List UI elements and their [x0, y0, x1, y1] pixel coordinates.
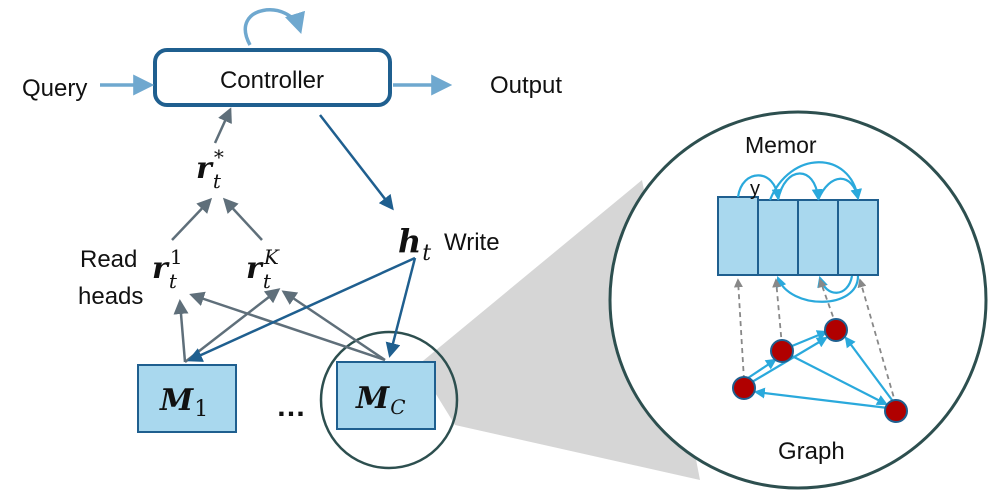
read-aggregate-vector: rt*	[196, 145, 224, 193]
memory-cell-3	[797, 199, 839, 276]
memory-c-highlight-circle	[319, 330, 459, 470]
read-heads-label-line1: Read	[80, 246, 137, 273]
zoom-memory-label-tail: y	[750, 178, 760, 200]
graph-edge-b-c	[791, 330, 829, 348]
dashed-link-3	[818, 278, 837, 326]
memory-arc-2	[776, 172, 823, 201]
read-vector-k: rtK	[246, 245, 280, 293]
read-heads-label-line2: heads	[78, 283, 143, 310]
memory-1-label: M1	[159, 383, 208, 422]
memory-box-1	[137, 364, 237, 433]
output-label: Output	[490, 72, 562, 99]
ht-to-mc-arrow	[385, 257, 417, 358]
m1-sub: 1	[194, 397, 208, 422]
dashed-link-1	[733, 278, 745, 381]
rk-sup: K	[263, 245, 280, 269]
controller-to-ht-arrow	[319, 114, 394, 211]
controller-label: Controller	[220, 67, 324, 94]
ht-sub: t	[422, 241, 431, 266]
mc-base: M	[355, 381, 390, 416]
r1-sub: t	[169, 269, 178, 293]
dashed-link-2	[772, 278, 783, 347]
graph-edge-a-b	[747, 358, 777, 379]
memory-arc-3	[768, 161, 862, 201]
dashed-link-4	[857, 278, 897, 406]
memory-box-c	[336, 361, 436, 430]
zoom-graph-label: Graph	[778, 438, 845, 465]
controller-box	[153, 48, 392, 107]
graph-node-c	[824, 318, 848, 342]
zoom-memory-label: Memor	[745, 132, 817, 158]
memory-arc-below-1	[775, 275, 860, 303]
memory-ellipsis: …	[276, 390, 306, 423]
m1-base: M	[159, 383, 194, 418]
graph-edge-d-a	[753, 387, 889, 410]
query-label: Query	[22, 75, 87, 102]
graph-node-b	[770, 339, 794, 363]
r1-sup: 1	[170, 245, 183, 269]
rk-sub: t	[263, 269, 272, 293]
r-star-sub: t	[213, 169, 222, 193]
r-star-base: r	[196, 151, 214, 186]
ht-to-m1-arrow	[187, 256, 416, 362]
rk-base: r	[246, 251, 264, 286]
m1-to-r1-arrow	[173, 299, 189, 363]
read-vector-1: rt1	[152, 245, 183, 293]
r1-to-rstar-arrow	[171, 197, 213, 241]
graph-edge-d-c	[844, 336, 893, 401]
memory-arc-1	[736, 174, 783, 201]
graph-node-a	[732, 376, 756, 400]
controller-self-loop-arrow	[243, 8, 305, 46]
memory-cell-2	[757, 199, 799, 276]
ht-base: h	[398, 222, 421, 260]
mc-to-r1-arrow	[189, 291, 386, 362]
mc-to-rk-arrow	[281, 290, 386, 362]
memory-arc-4	[816, 177, 862, 201]
rk-to-rstar-arrow	[222, 197, 263, 241]
memory-cell-1	[717, 196, 759, 276]
rstar-to-controller-arrow	[213, 107, 232, 144]
r-star-sup: *	[214, 145, 224, 169]
mc-sub: C	[390, 395, 405, 419]
write-vector: ht	[398, 222, 431, 266]
graph-edge-b-d	[791, 355, 888, 406]
memory-cell-4	[837, 199, 879, 276]
graph-node-d	[884, 399, 908, 423]
memory-c-label: MC	[355, 381, 406, 419]
write-label: Write	[444, 229, 500, 256]
r1-base: r	[152, 251, 170, 286]
